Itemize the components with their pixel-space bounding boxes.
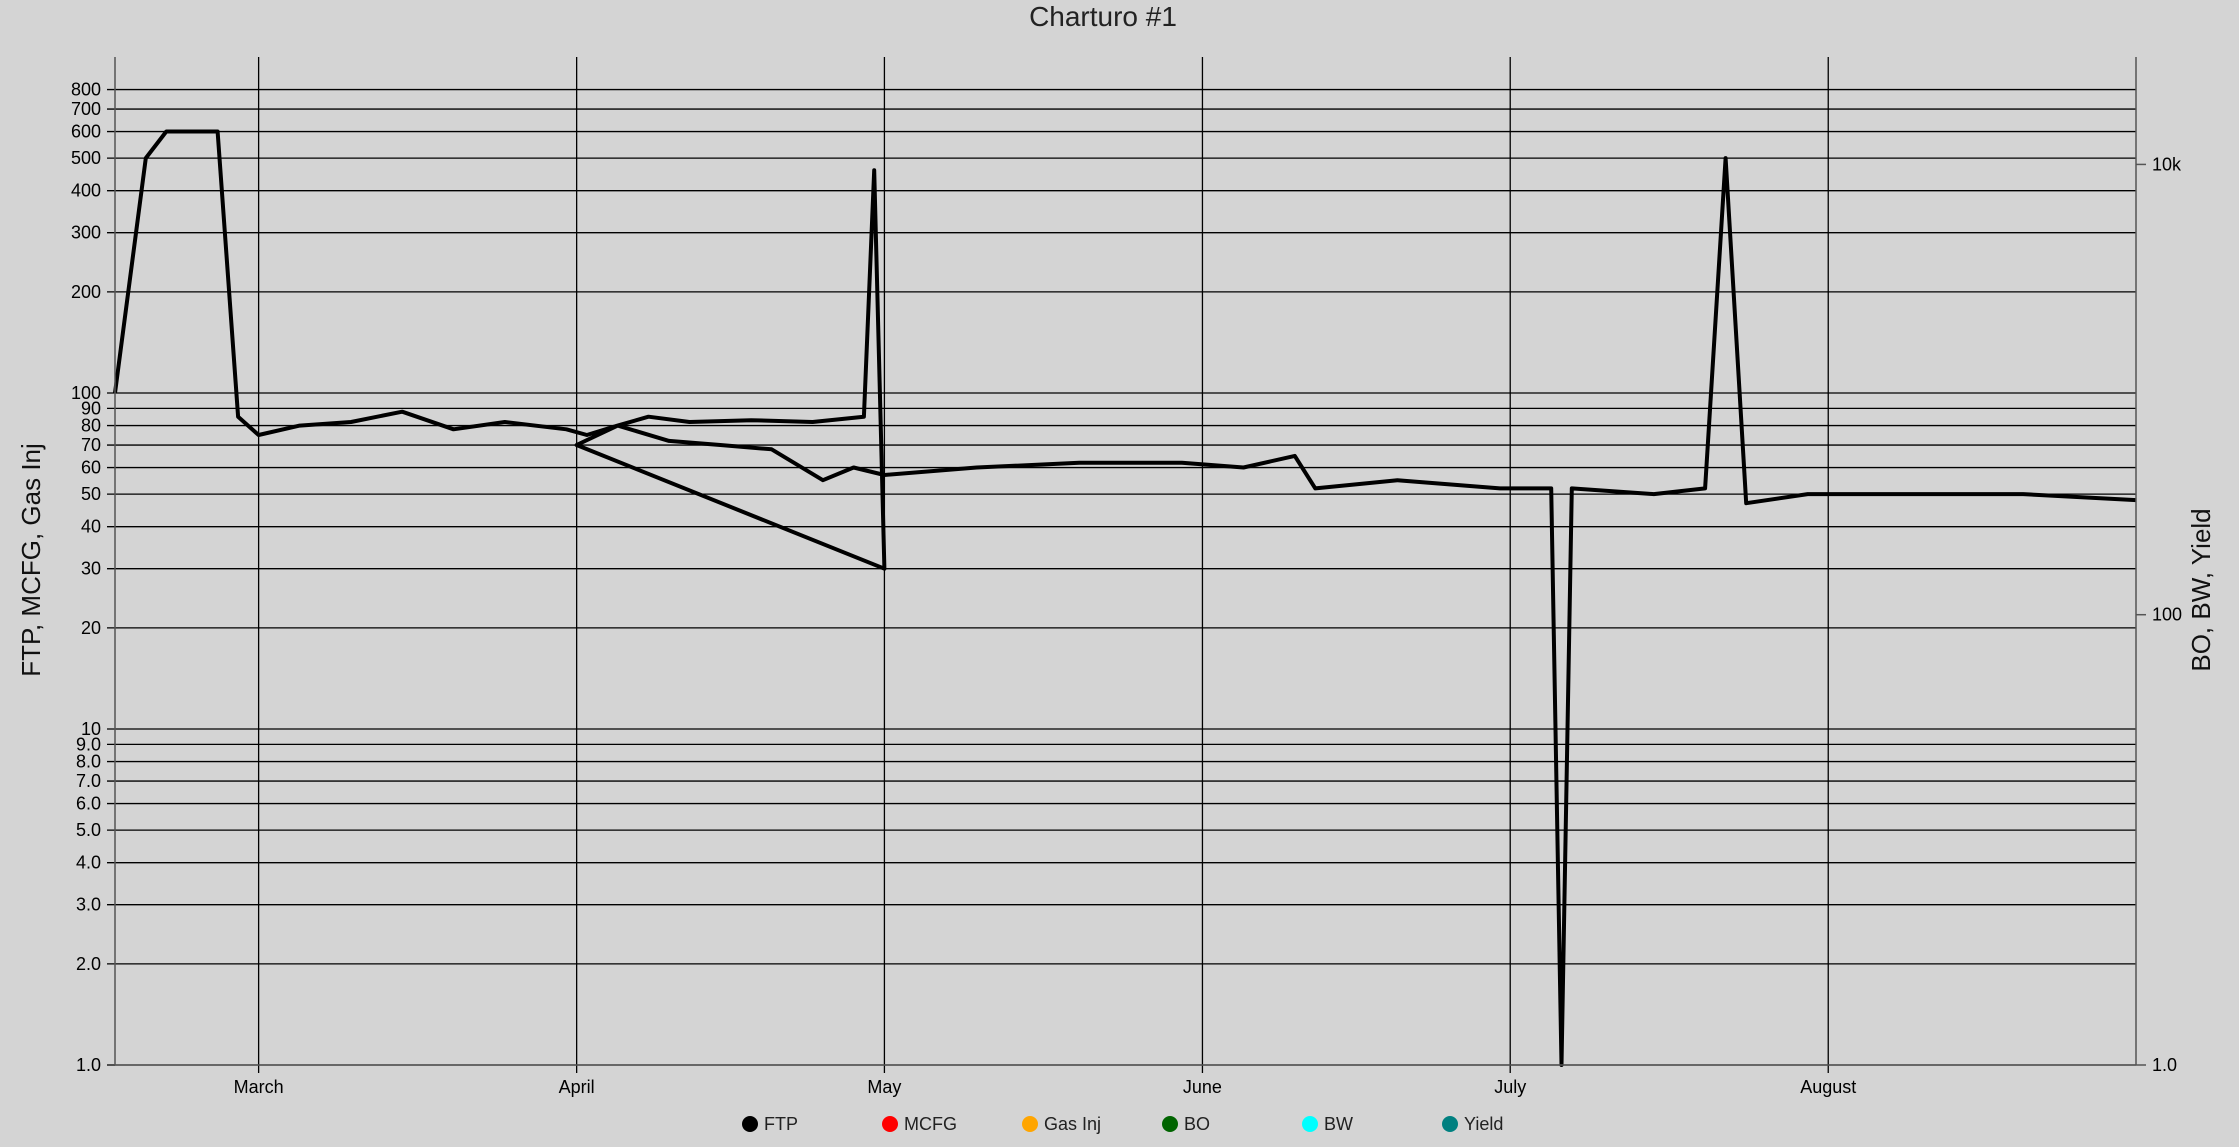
- chart-grid: [107, 57, 2136, 1073]
- y-left-tick-label: 800: [71, 80, 101, 100]
- legend-label: Gas Inj: [1044, 1114, 1101, 1134]
- chart-legend: FTP MCFG Gas Inj BO BW Yield: [742, 1114, 1503, 1134]
- y-left-tick-label: 60: [81, 458, 101, 478]
- y-left-tick-label: 500: [71, 148, 101, 168]
- y-left-tick-label: 8.0: [76, 752, 101, 772]
- y-left-tick-label: 30: [81, 559, 101, 579]
- y-left-tick-label: 1.0: [76, 1055, 101, 1075]
- legend-label: BW: [1324, 1114, 1353, 1134]
- y-left-tick-label: 6.0: [76, 794, 101, 814]
- x-tick-label: July: [1494, 1077, 1526, 1097]
- y-left-tick-label: 20: [81, 618, 101, 638]
- y-left-tick-label: 5.0: [76, 820, 101, 840]
- y-left-tick-label: 40: [81, 517, 101, 537]
- legend-label: Yield: [1464, 1114, 1503, 1134]
- x-tick-label: March: [234, 1077, 284, 1097]
- y-left-tick-label: 400: [71, 181, 101, 201]
- legend-label: MCFG: [904, 1114, 957, 1134]
- x-tick-label: June: [1183, 1077, 1222, 1097]
- y-left-tick-label: 700: [71, 99, 101, 119]
- y-left-tick-label: 7.0: [76, 771, 101, 791]
- y-axis-right-label: BO, BW, Yield: [2186, 508, 2216, 671]
- chart-title: Charturo #1: [1029, 1, 1177, 32]
- y-left-tick-label: 600: [71, 122, 101, 142]
- y-left-tick-label: 300: [71, 223, 101, 243]
- y-right-tick-label: 1.0: [2152, 1055, 2177, 1075]
- y-left-tick-label: 80: [81, 416, 101, 436]
- y-left-tick-label: 200: [71, 282, 101, 302]
- legend-marker: [1022, 1116, 1038, 1132]
- y-left-tick-label: 90: [81, 398, 101, 418]
- legend-label: FTP: [764, 1114, 798, 1134]
- legend-marker: [1442, 1116, 1458, 1132]
- series-lines: [113, 129, 2137, 1067]
- y-left-tick-label: 10: [81, 719, 101, 739]
- y-left-tick-label: 50: [81, 484, 101, 504]
- y-right-tick-label: 10k: [2152, 154, 2182, 174]
- legend-marker: [742, 1116, 758, 1132]
- y-axis-left-label: FTP, MCFG, Gas Inj: [16, 443, 46, 677]
- legend-marker: [882, 1116, 898, 1132]
- legend-label: BO: [1184, 1114, 1210, 1134]
- legend-marker: [1302, 1116, 1318, 1132]
- series-line-ftp: [113, 129, 2137, 1067]
- legend-marker: [1162, 1116, 1178, 1132]
- y-left-tick-label: 2.0: [76, 954, 101, 974]
- y-left-tick-label: 100: [71, 383, 101, 403]
- plot-area: [115, 57, 2136, 1065]
- y-left-tick-label: 70: [81, 435, 101, 455]
- x-tick-label: August: [1800, 1077, 1856, 1097]
- y-right-tick-label: 100: [2152, 605, 2182, 625]
- chart-axes: 8007006005004003002001009080706050403020…: [71, 57, 2182, 1097]
- y-left-tick-label: 4.0: [76, 853, 101, 873]
- x-tick-label: April: [559, 1077, 595, 1097]
- y-left-tick-label: 9.0: [76, 734, 101, 754]
- y-left-tick-label: 3.0: [76, 895, 101, 915]
- x-tick-label: May: [867, 1077, 901, 1097]
